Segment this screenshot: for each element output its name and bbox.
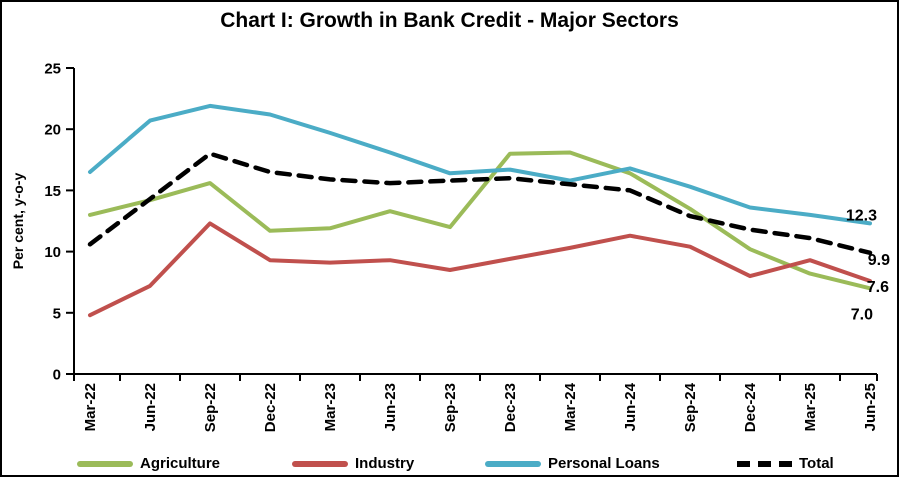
x-tick-label: Jun-22 [142, 383, 159, 431]
x-tick-label: Sep-22 [202, 383, 219, 432]
end-label-agriculture: 7.0 [851, 306, 873, 323]
chart-title: Chart I: Growth in Bank Credit - Major S… [220, 9, 679, 32]
y-tick-label: 0 [53, 367, 61, 384]
y-axis-title-text: Per cent, y-o-y [10, 172, 27, 270]
series-line-personal-loans [88, 103, 872, 226]
x-tick-label: Jun-23 [382, 383, 399, 431]
x-tick-label: Sep-24 [682, 382, 699, 432]
x-tick-label: Mar-25 [802, 383, 819, 431]
y-tick-label: 10 [44, 244, 61, 261]
x-tick-label: Dec-24 [742, 382, 759, 432]
y-tick-label: 5 [53, 305, 61, 322]
series-line-agriculture [88, 150, 872, 291]
end-label-personal-loans: 12.3 [846, 207, 877, 224]
x-tick-label: Jun-24 [622, 382, 639, 431]
x-tick-label: Dec-22 [262, 383, 279, 432]
x-tick-label: Mar-22 [82, 383, 99, 431]
series-line-industry [88, 221, 872, 318]
x-tick-label: Dec-23 [502, 383, 519, 432]
y-tick-label: 15 [44, 183, 61, 200]
x-tick-label: Mar-23 [322, 383, 339, 431]
end-label-total: 9.9 [868, 252, 890, 269]
y-tick-label: 25 [44, 61, 61, 78]
end-label-industry: 7.6 [867, 279, 889, 296]
x-tick-label: Mar-24 [562, 382, 579, 431]
y-tick-label: 20 [44, 122, 61, 139]
x-tick-label: Sep-23 [442, 383, 459, 432]
y-axis-title: Per cent, y-o-y [4, 68, 32, 374]
x-tick-label: Jun-25 [862, 383, 879, 431]
series-line-total [87, 151, 873, 256]
